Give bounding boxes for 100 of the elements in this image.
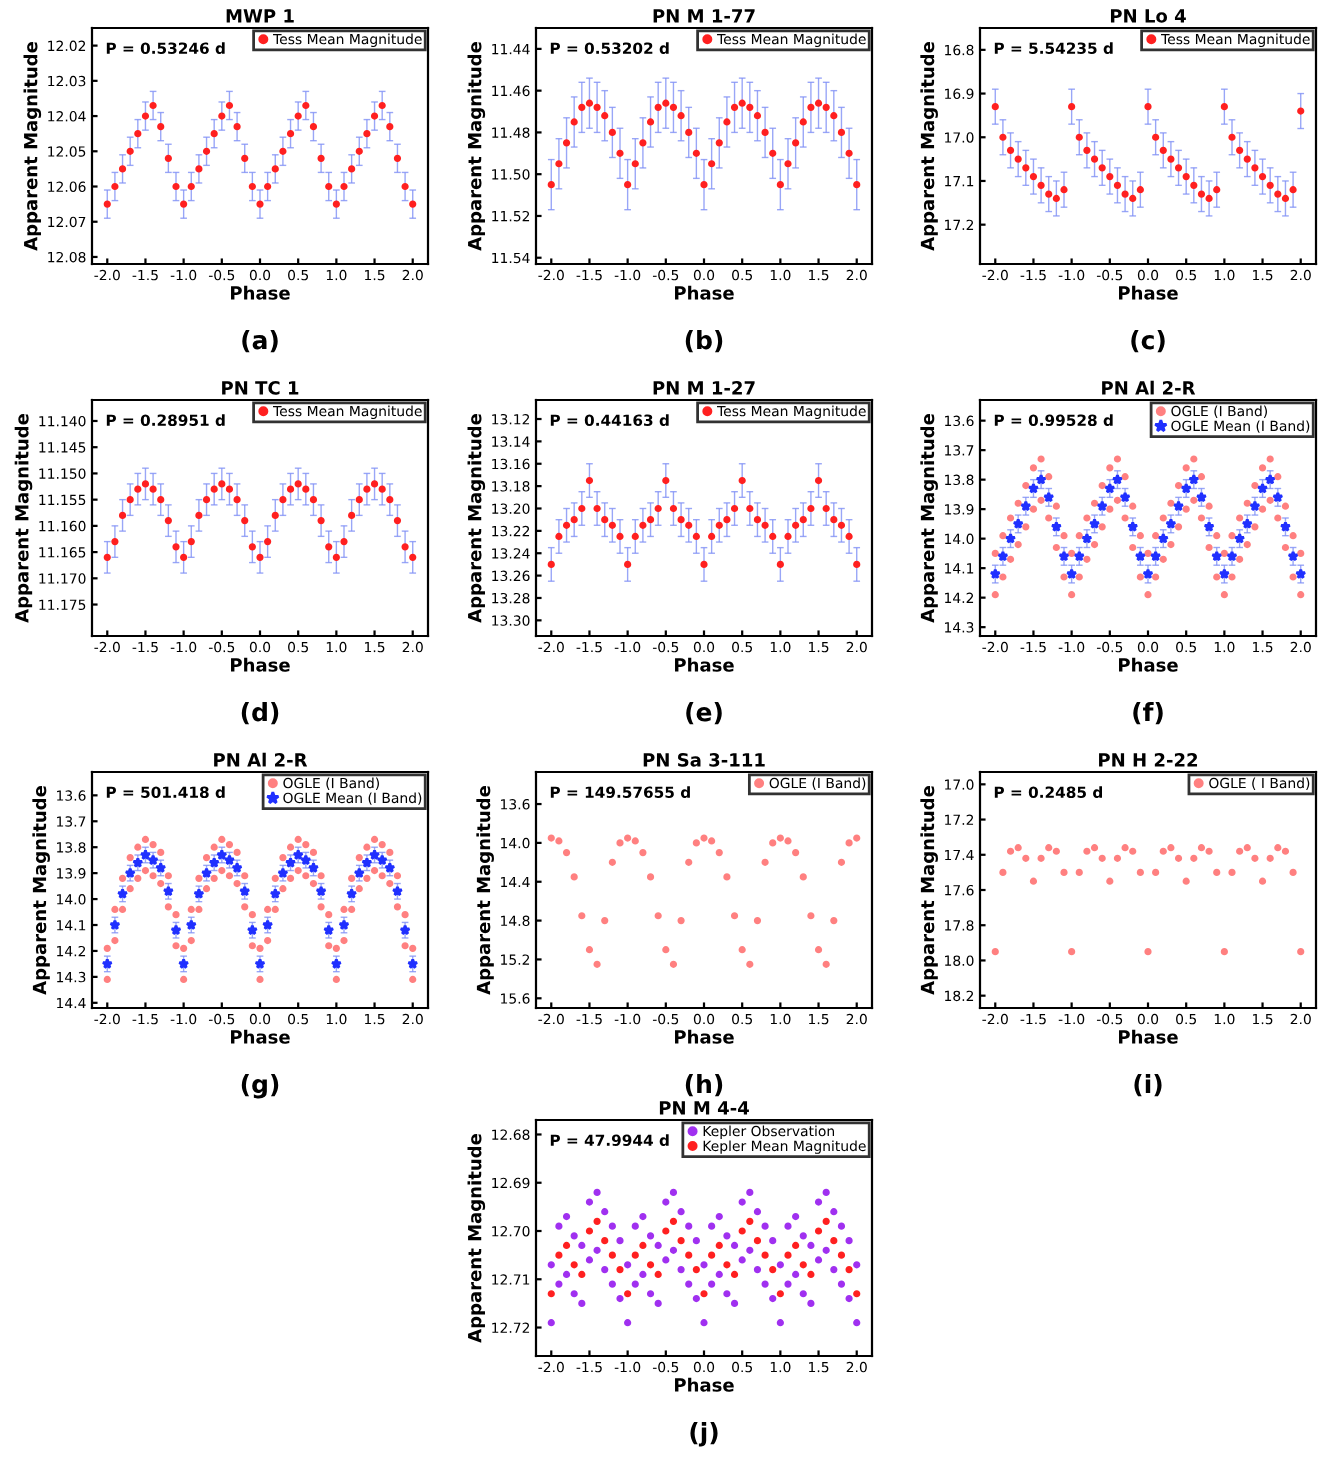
point [1060,186,1068,194]
point [241,154,249,162]
point [624,560,632,569]
point [1152,133,1160,141]
point [654,912,662,920]
point [1022,164,1030,172]
point [608,858,616,866]
point [147,854,159,866]
y-axis-title: Apparent Magnitude [23,42,42,251]
point [685,858,693,866]
point [111,537,119,546]
point [715,849,723,857]
point [738,946,746,954]
point [570,1261,578,1269]
point [715,139,723,147]
point [302,101,310,110]
point [202,147,211,155]
point [685,128,693,137]
point [1258,877,1267,885]
point [1050,521,1062,532]
point [792,1241,800,1250]
point [814,99,823,107]
point [624,834,632,842]
point [753,916,762,925]
point [853,560,861,569]
point [753,516,762,524]
point [799,118,807,126]
point [1264,473,1276,485]
point [792,849,800,857]
point [837,521,846,529]
point [323,924,335,936]
point [570,516,578,524]
point [317,517,325,525]
point [1289,868,1297,876]
point [315,885,327,897]
point [799,516,807,524]
point [134,485,142,493]
point [1144,103,1152,111]
point [185,919,197,930]
point [149,101,157,110]
point [708,837,716,845]
point [769,149,777,157]
point [407,958,419,969]
point [317,154,325,162]
point [822,103,830,111]
x-axis-title: Phase [675,1377,734,1392]
point [792,521,800,529]
x-axis-title: Phase [675,285,734,300]
point [677,1237,685,1245]
point [639,1241,647,1250]
point [1220,948,1228,956]
point [999,133,1007,141]
x-axis-title: Phase [675,657,734,672]
point [1167,844,1175,852]
point [562,521,571,529]
point [141,112,150,120]
point [393,154,402,162]
point [248,543,256,551]
point [601,112,609,120]
point [991,948,999,956]
point [631,532,639,541]
chart-title: PN TC 1 [222,381,299,395]
point [355,147,363,155]
point [662,946,670,954]
point [776,560,784,569]
point [386,123,394,131]
point [1182,172,1190,181]
y-axis-title: Apparent Magnitude [467,414,486,623]
point [294,112,302,120]
point [1205,847,1213,855]
point [218,480,226,488]
point [126,496,134,504]
y-axis-title: Apparent Magnitude [476,786,494,995]
point [1075,868,1083,876]
point [1167,155,1175,163]
point [294,480,302,488]
point [340,537,348,546]
point [1136,868,1144,876]
point [715,521,723,529]
point [164,154,172,162]
point [830,916,838,925]
point [578,1270,586,1279]
point [578,912,586,920]
point [723,118,731,126]
chart-title: PN Lo 4 [1110,9,1186,23]
point [256,200,264,208]
point [195,165,203,173]
chart-title: PN Sa 3-111 [643,753,765,767]
point [999,868,1007,876]
point [1236,847,1244,855]
point [723,1261,731,1269]
point [118,511,127,519]
point [830,1237,838,1245]
point [363,485,371,493]
point [1236,146,1244,154]
point [807,912,815,920]
point [1203,521,1215,532]
point [746,960,754,968]
point [807,103,815,111]
point [669,103,678,111]
